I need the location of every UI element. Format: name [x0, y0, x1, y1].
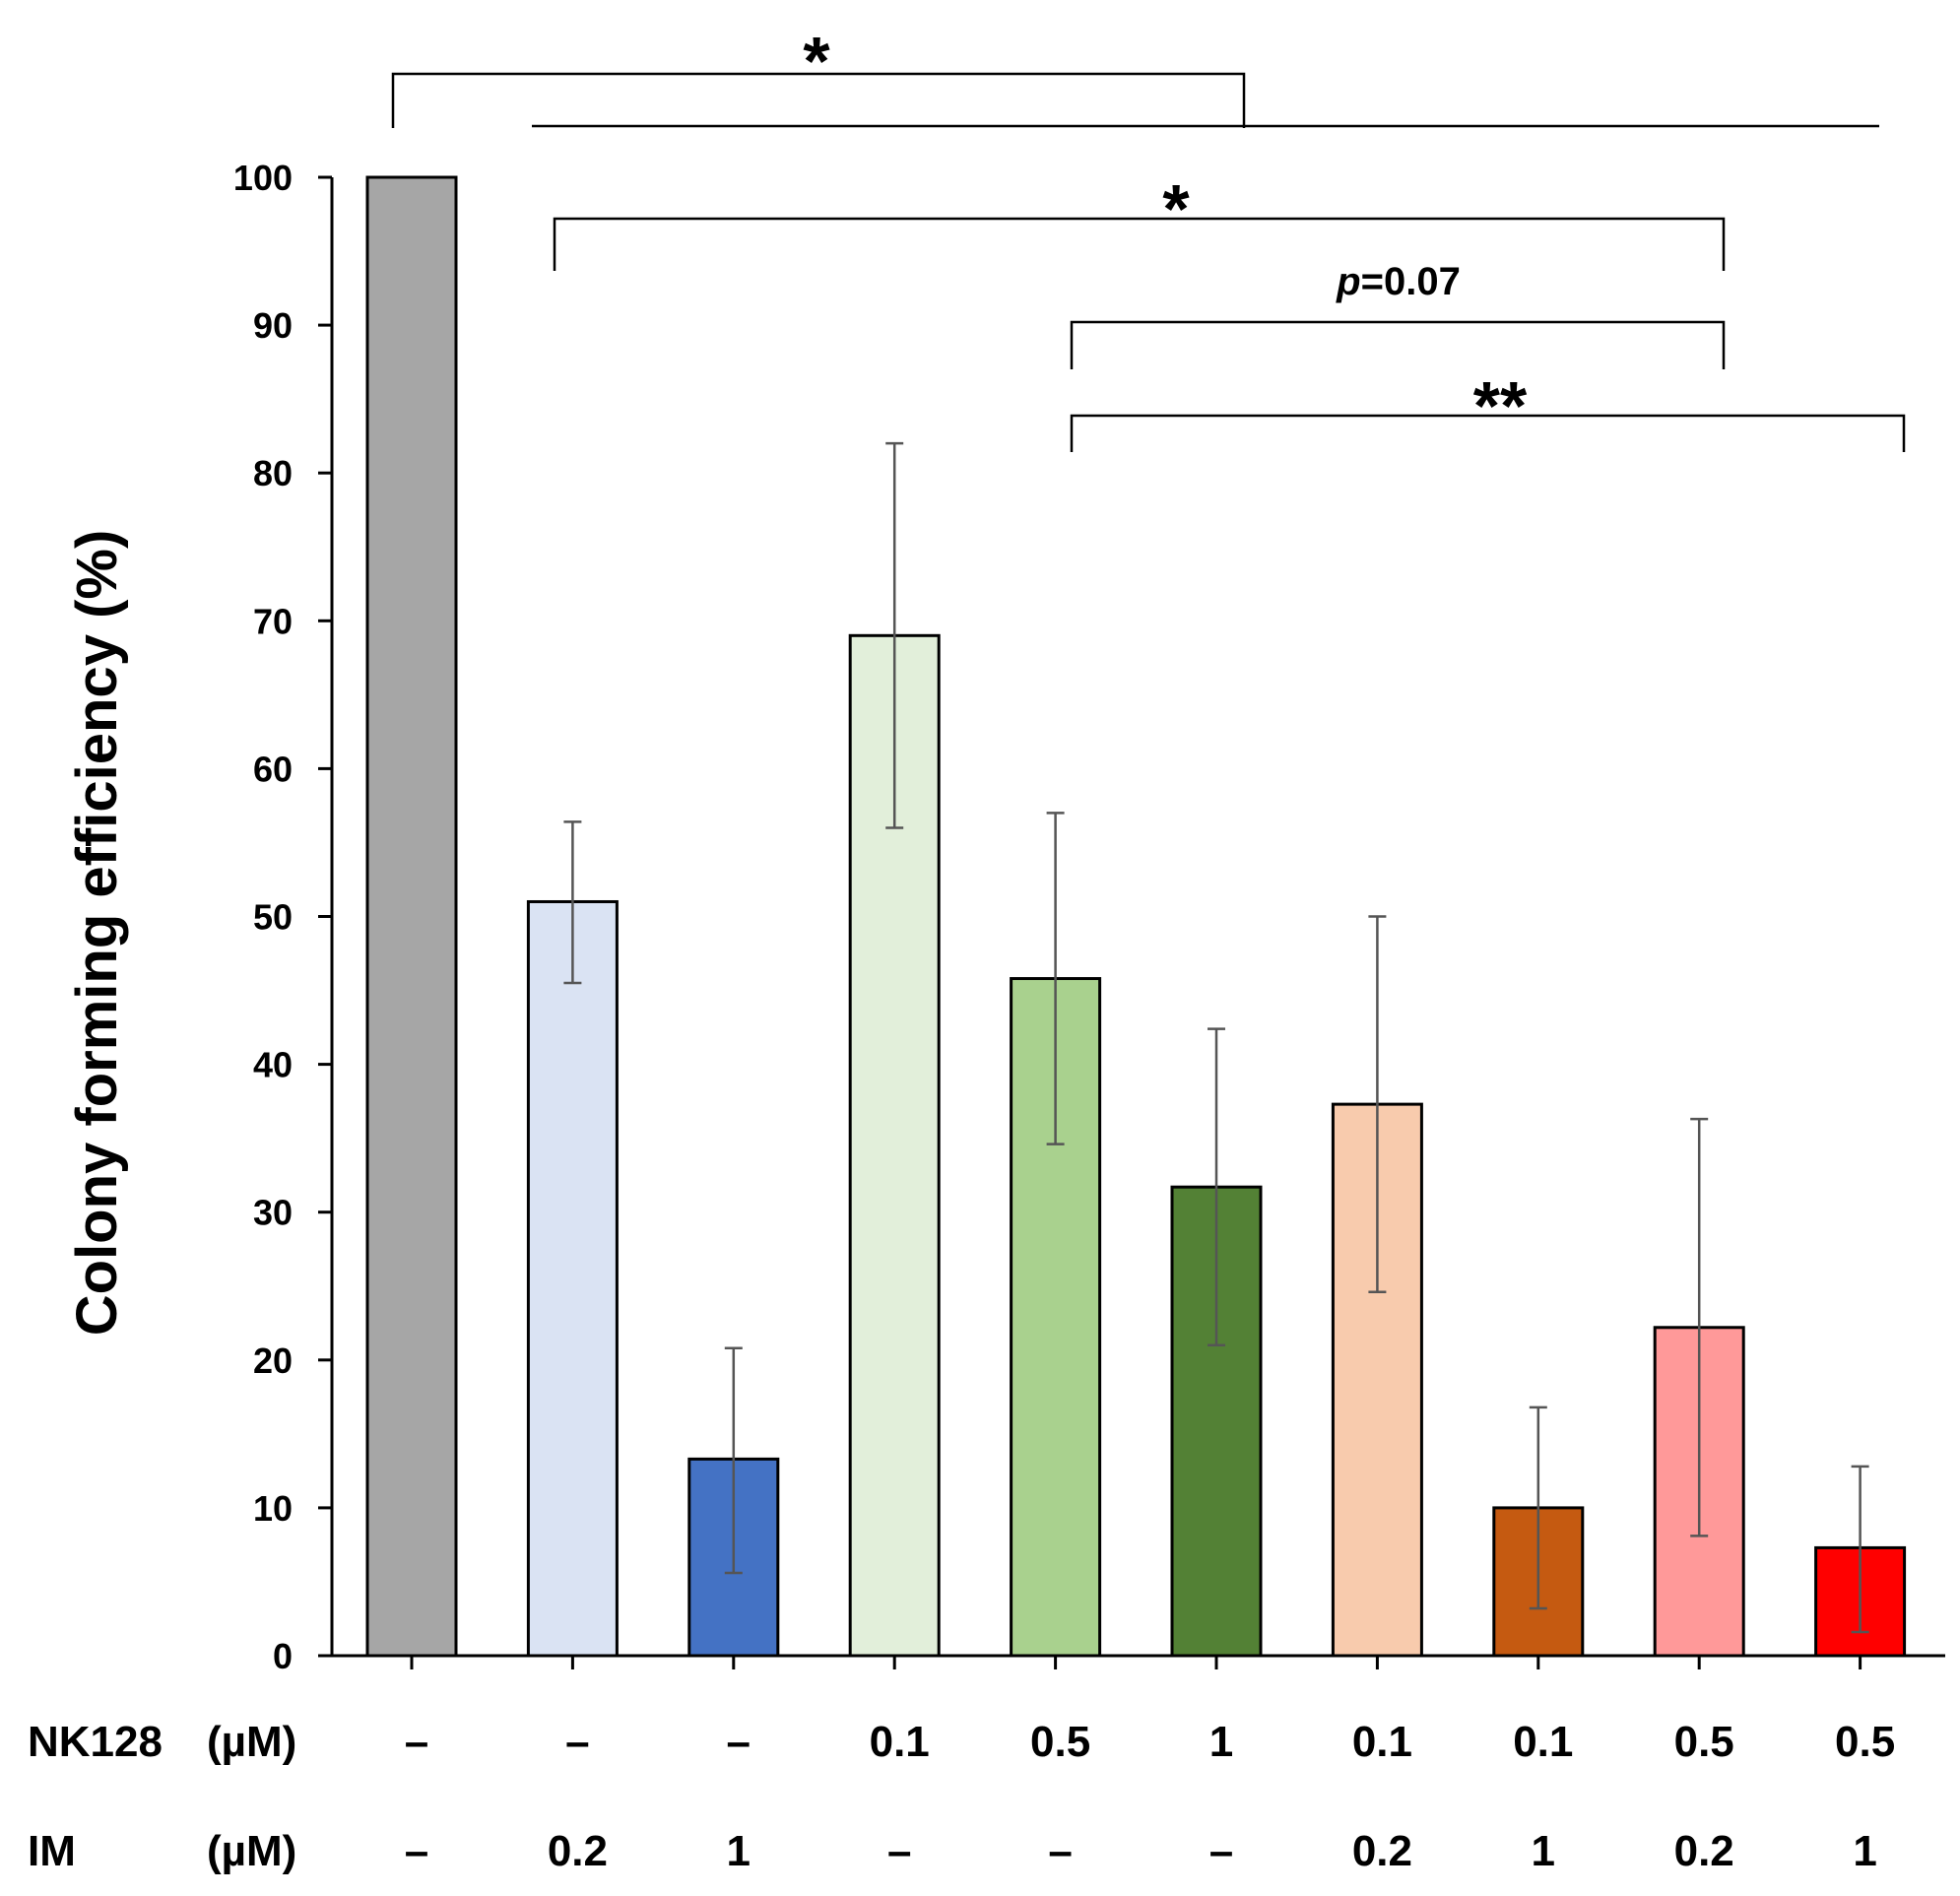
- nk128-value-10: 0.5: [1835, 1718, 1895, 1766]
- im-value-2: 0.2: [548, 1827, 608, 1875]
- row-labels: NK128 (µM) IM (µM): [28, 1718, 296, 1875]
- row-label-nk128: NK128: [28, 1718, 163, 1766]
- nk128-value-4: 0.1: [870, 1718, 930, 1766]
- im-value-1: –: [405, 1827, 428, 1875]
- sig-label-1: *: [803, 23, 830, 99]
- nk128-value-1: –: [405, 1718, 428, 1766]
- nk128-value-7: 0.1: [1352, 1718, 1412, 1766]
- y-axis-label: Colony forming efficiency (%): [65, 530, 129, 1337]
- im-condition-row: – 0.2 1 – – – 0.2 1 0.2 1: [405, 1827, 1877, 1875]
- y-tick-label: 50: [253, 897, 293, 938]
- sig-bracket-1: [391, 72, 1246, 128]
- y-tick-label: 100: [233, 158, 293, 198]
- sig-bracket-4: [1070, 414, 1906, 452]
- im-value-9: 0.2: [1674, 1827, 1734, 1875]
- bar-2: [526, 899, 619, 1658]
- y-tick-label: 20: [253, 1340, 293, 1381]
- im-value-7: 0.2: [1352, 1827, 1412, 1875]
- error-bar-10: [1851, 1465, 1869, 1634]
- error-bar-5: [1046, 812, 1065, 1145]
- bars-layer: [365, 175, 1907, 1658]
- nk128-value-9: 0.5: [1674, 1718, 1734, 1766]
- error-bars-layer: [563, 441, 1869, 1634]
- sig-bracket-3: [1070, 320, 1726, 369]
- sig-label-3-prefix: p: [1336, 260, 1360, 303]
- row-unit-im: (µM): [207, 1827, 296, 1875]
- y-tick-label: 0: [273, 1636, 293, 1676]
- bar-1: [365, 175, 458, 1658]
- y-tick-label: 90: [253, 305, 293, 346]
- sig-label-4: **: [1473, 367, 1528, 444]
- error-bar-8: [1529, 1406, 1547, 1610]
- sig-bracket-2: [553, 217, 1726, 271]
- im-value-5: –: [1048, 1827, 1072, 1875]
- y-ticks-layer: 0 10 20 30 40 50 60 70 80 90 100: [233, 158, 332, 1676]
- nk128-value-2: –: [565, 1718, 589, 1766]
- sig-label-3-value: =0.07: [1361, 260, 1461, 303]
- error-bar-3: [724, 1346, 743, 1575]
- y-tick-label: 80: [253, 453, 293, 493]
- nk128-value-5: 0.5: [1030, 1718, 1090, 1766]
- y-tick-label: 10: [253, 1488, 293, 1529]
- error-bar-7: [1368, 915, 1387, 1294]
- x-ticks-layer: [410, 1656, 1862, 1669]
- error-bar-6: [1208, 1027, 1225, 1347]
- im-value-3: 1: [727, 1827, 751, 1875]
- im-value-4: –: [887, 1827, 911, 1875]
- nk128-value-3: –: [727, 1718, 751, 1766]
- nk128-value-6: 1: [1209, 1718, 1233, 1766]
- im-value-8: 1: [1532, 1827, 1555, 1875]
- sig-label-2: *: [1162, 170, 1190, 247]
- y-tick-label: 30: [253, 1193, 293, 1233]
- significance-brackets: [391, 72, 1906, 452]
- row-label-im: IM: [28, 1827, 76, 1875]
- im-value-6: –: [1209, 1827, 1233, 1875]
- error-bar-2: [563, 820, 582, 985]
- bar-6: [1170, 1185, 1263, 1658]
- im-value-10: 1: [1853, 1827, 1876, 1875]
- error-bar-9: [1690, 1117, 1709, 1537]
- nk128-condition-row: – – – 0.1 0.5 1 0.1 0.1 0.5 0.5: [405, 1718, 1895, 1766]
- nk128-value-8: 0.1: [1513, 1718, 1573, 1766]
- sig-label-3: p=0.07: [1336, 260, 1461, 303]
- error-bar-4: [885, 441, 904, 829]
- y-tick-label: 70: [253, 601, 293, 641]
- y-tick-label: 60: [253, 749, 293, 789]
- y-tick-label: 40: [253, 1045, 293, 1085]
- row-unit-nk128: (µM): [207, 1718, 296, 1766]
